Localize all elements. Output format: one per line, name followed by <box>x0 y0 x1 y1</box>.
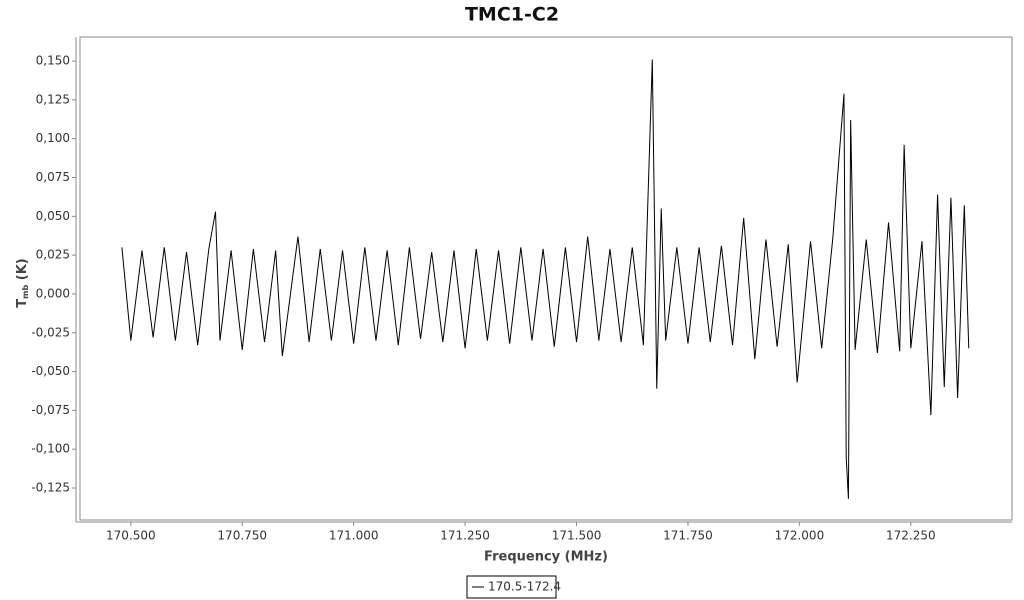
y-axis-title: Tmb (K) <box>15 258 30 307</box>
y-tick-label: -0,075 <box>31 403 70 417</box>
y-title-main: T <box>15 299 30 308</box>
x-tick-label: 171.750 <box>663 529 713 543</box>
x-tick-label: 171.250 <box>440 529 490 543</box>
x-tick-label: 170.750 <box>217 529 267 543</box>
legend-label: 170.5-172.4 <box>488 580 561 594</box>
plot-frame <box>79 36 1013 521</box>
y-tick-label: 0,150 <box>36 54 70 68</box>
x-tick-label: 172.250 <box>886 529 936 543</box>
y-tick-label: 0,025 <box>36 248 70 262</box>
y-tick-label: -0,100 <box>31 442 70 456</box>
y-tick-label: 0,100 <box>36 131 70 145</box>
y-tick-label: 0,125 <box>36 92 70 106</box>
x-tick-label: 170.500 <box>106 529 156 543</box>
y-tick-label: 0,075 <box>36 170 70 184</box>
y-tick-label: 0,000 <box>36 286 70 300</box>
y-tick-label: -0,050 <box>31 364 70 378</box>
y-tick-label: -0,125 <box>31 481 70 495</box>
y-tick-label: -0,025 <box>31 325 70 339</box>
chart-title: TMC1-C2 <box>465 4 559 26</box>
legend-box <box>466 575 557 599</box>
spectrum-line <box>121 59 970 499</box>
y-tick-label: 0,050 <box>36 209 70 223</box>
x-tick-label: 171.500 <box>552 529 602 543</box>
x-tick-label: 172.000 <box>775 529 825 543</box>
x-axis-title: Frequency (MHz) <box>484 550 608 565</box>
y-title-sub: mb <box>21 285 30 299</box>
y-title-unit: (K) <box>15 258 30 280</box>
x-tick-label: 171.000 <box>329 529 379 543</box>
